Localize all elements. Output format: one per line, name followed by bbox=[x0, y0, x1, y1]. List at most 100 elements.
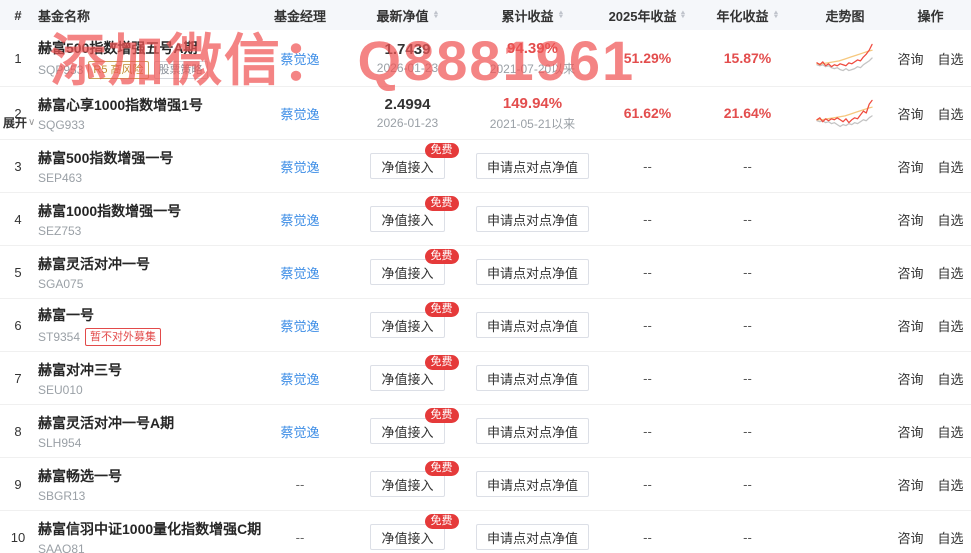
return-2025-value: -- bbox=[643, 264, 652, 280]
consult-link[interactable]: 咨询 bbox=[897, 477, 924, 493]
nav-access-button[interactable]: 净值接入 bbox=[370, 524, 445, 550]
free-badge: 免费 bbox=[424, 302, 459, 317]
annualized-return-value: -- bbox=[743, 529, 752, 545]
table-row: 7 赫富对冲三号 SEU010 蔡觉逸 免费 净值接入 申请点对点净值 -- --… bbox=[0, 352, 971, 405]
consult-link[interactable]: 咨询 bbox=[897, 424, 924, 440]
fund-code: SEP463 bbox=[38, 170, 83, 185]
fund-name-link[interactable]: 赫富一号 bbox=[38, 306, 94, 323]
fund-name-link[interactable]: 赫富心享1000指数增强1号 bbox=[38, 96, 203, 113]
consult-link[interactable]: 咨询 bbox=[897, 371, 924, 387]
sort-icon[interactable]: ▲ ▼ bbox=[679, 10, 688, 20]
expand-toggle[interactable]: 展开 ∨ bbox=[3, 116, 36, 130]
p2p-nav-request-button[interactable]: 申请点对点净值 bbox=[475, 153, 589, 179]
favorite-link[interactable]: 自选 bbox=[937, 212, 964, 228]
since-date: 2021-05-21以来 bbox=[489, 116, 576, 131]
header-cumulative-return[interactable]: 累计收益 ▲ ▼ bbox=[501, 8, 565, 24]
consult-link[interactable]: 咨询 bbox=[897, 318, 924, 334]
latest-nav-value: 2.4994 bbox=[384, 96, 431, 113]
favorite-link[interactable]: 自选 bbox=[937, 371, 964, 387]
sort-icon[interactable]: ▲ ▼ bbox=[771, 10, 780, 20]
favorite-link[interactable]: 自选 bbox=[937, 106, 964, 122]
consult-link[interactable]: 咨询 bbox=[897, 159, 924, 175]
table-row: 3 赫富500指数增强一号 SEP463 蔡觉逸 免费 净值接入 申请点对点净值 … bbox=[0, 140, 971, 193]
p2p-nav-request-button[interactable]: 申请点对点净值 bbox=[475, 524, 589, 550]
restricted-tag: 暂不对外募集 bbox=[85, 327, 162, 346]
annualized-return-value: -- bbox=[743, 264, 752, 280]
fund-code: SQG933 bbox=[38, 117, 85, 132]
header-index: # bbox=[14, 7, 22, 23]
row-index: 5 bbox=[14, 264, 22, 280]
return-2025-value: -- bbox=[643, 423, 652, 439]
row-index: 4 bbox=[14, 211, 22, 227]
table-row: 9 赫富畅选一号 SBGR13 -- 免费 净值接入 申请点对点净值 -- -- … bbox=[0, 458, 971, 511]
p2p-nav-request-button[interactable]: 申请点对点净值 bbox=[475, 312, 589, 338]
fund-name-link[interactable]: 赫富500指数增强五号A期 bbox=[38, 39, 198, 56]
p2p-nav-request-button[interactable]: 申请点对点净值 bbox=[475, 471, 589, 497]
row-index: 3 bbox=[14, 158, 22, 174]
row-index: 8 bbox=[14, 423, 22, 439]
header-trend-chart: 走势图 bbox=[825, 8, 865, 24]
nav-access-button[interactable]: 净值接入 bbox=[370, 206, 445, 232]
fund-name-link[interactable]: 赫富500指数增强一号 bbox=[38, 149, 174, 166]
p2p-nav-request-button[interactable]: 申请点对点净值 bbox=[475, 418, 589, 444]
header-latest-nav[interactable]: 最新净值 ▲ ▼ bbox=[376, 8, 440, 24]
table-row: 10 赫富信羽中证1000量化指数增强C期 SAAQ81 -- 免费 净值接入 申… bbox=[0, 511, 971, 553]
consult-link[interactable]: 咨询 bbox=[897, 212, 924, 228]
table-row: 8 赫富灵活对冲一号A期 SLH954 蔡觉逸 免费 净值接入 申请点对点净值 -… bbox=[0, 405, 971, 458]
nav-access-button[interactable]: 净值接入 bbox=[370, 259, 445, 285]
favorite-link[interactable]: 自选 bbox=[937, 477, 964, 493]
fund-name-link[interactable]: 赫富灵活对冲一号 bbox=[38, 255, 150, 272]
favorite-link[interactable]: 自选 bbox=[937, 265, 964, 281]
consult-link[interactable]: 咨询 bbox=[897, 51, 924, 67]
cumulative-return-value: 94.39% bbox=[507, 39, 558, 57]
header-manager: 基金经理 bbox=[273, 8, 326, 24]
favorite-link[interactable]: 自选 bbox=[937, 530, 964, 546]
manager-link[interactable]: 蔡觉逸 bbox=[280, 106, 320, 122]
consult-link[interactable]: 咨询 bbox=[897, 530, 924, 546]
table-row: 6 赫富一号 ST9354 暂不对外募集 蔡觉逸 免费 净值接入 申请点对点净值 … bbox=[0, 299, 971, 352]
favorite-link[interactable]: 自选 bbox=[937, 424, 964, 440]
favorite-link[interactable]: 自选 bbox=[937, 51, 964, 67]
p2p-nav-request-button[interactable]: 申请点对点净值 bbox=[475, 206, 589, 232]
return-2025-value: 61.62% bbox=[623, 105, 672, 121]
fund-code: SBGR13 bbox=[38, 488, 86, 503]
manager-link[interactable]: 蔡觉逸 bbox=[280, 424, 320, 440]
return-2025-value: -- bbox=[643, 370, 652, 386]
fund-code: SEZ753 bbox=[38, 223, 82, 238]
return-2025-value: 51.29% bbox=[623, 50, 672, 66]
strategy-tag: 股票策略 bbox=[153, 60, 208, 79]
manager-link[interactable]: 蔡觉逸 bbox=[280, 159, 320, 175]
return-2025-value: -- bbox=[643, 317, 652, 333]
fund-code: SQP953 bbox=[38, 62, 84, 77]
row-index: 9 bbox=[14, 476, 22, 492]
trend-sparkline bbox=[816, 99, 873, 128]
p2p-nav-request-button[interactable]: 申请点对点净值 bbox=[475, 259, 589, 285]
sort-icon[interactable]: ▲ ▼ bbox=[556, 10, 565, 20]
manager-link[interactable]: 蔡觉逸 bbox=[280, 265, 320, 281]
favorite-link[interactable]: 自选 bbox=[937, 159, 964, 175]
fund-name-link[interactable]: 赫富灵活对冲一号A期 bbox=[38, 414, 175, 431]
fund-name-link[interactable]: 赫富信羽中证1000量化指数增强C期 bbox=[38, 520, 262, 537]
free-badge: 免费 bbox=[424, 143, 459, 158]
row-index: 10 bbox=[10, 529, 26, 545]
manager-link[interactable]: 蔡觉逸 bbox=[280, 51, 320, 67]
fund-name-link[interactable]: 赫富对冲三号 bbox=[38, 361, 122, 378]
favorite-link[interactable]: 自选 bbox=[937, 318, 964, 334]
annualized-return-value: 15.87% bbox=[723, 50, 772, 66]
latest-nav-value: 1.7439 bbox=[384, 41, 431, 58]
consult-link[interactable]: 咨询 bbox=[897, 265, 924, 281]
p2p-nav-request-button[interactable]: 申请点对点净值 bbox=[475, 365, 589, 391]
free-badge: 免费 bbox=[424, 408, 459, 423]
table-row: 展开 ∨ 2 赫富心享1000指数增强1号 SQG933 蔡觉逸 2.4994 20… bbox=[0, 87, 971, 140]
fund-name-link[interactable]: 赫富畅选一号 bbox=[38, 467, 122, 484]
manager-link[interactable]: 蔡觉逸 bbox=[280, 371, 320, 387]
free-badge: 免费 bbox=[424, 355, 459, 370]
header-annualized-return[interactable]: 年化收益 ▲ ▼ bbox=[716, 8, 780, 24]
sort-icon[interactable]: ▲ ▼ bbox=[431, 10, 440, 20]
free-badge: 免费 bbox=[424, 461, 459, 476]
consult-link[interactable]: 咨询 bbox=[897, 106, 924, 122]
header-2025-return[interactable]: 2025年收益 ▲ ▼ bbox=[608, 8, 688, 24]
manager-link[interactable]: 蔡觉逸 bbox=[280, 212, 320, 228]
fund-name-link[interactable]: 赫富1000指数增强一号 bbox=[38, 202, 182, 219]
manager-link[interactable]: 蔡觉逸 bbox=[280, 318, 320, 334]
